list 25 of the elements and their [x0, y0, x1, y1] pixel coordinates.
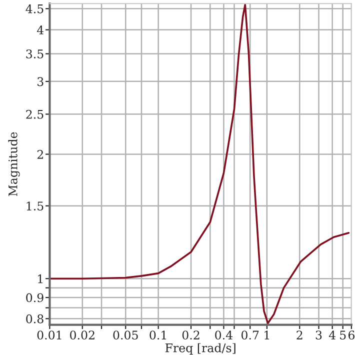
y-tick-label: 3.5: [26, 49, 44, 58]
y-tick-label: 0.8: [26, 314, 44, 324]
y-tick-label: 1.5: [26, 202, 44, 210]
y-tick-label: 0.9: [26, 293, 44, 302]
y-tick-label: 3: [38, 77, 44, 86]
x-tick-label: 0.05: [113, 330, 138, 340]
x-tick-label: 6: [348, 330, 354, 340]
x-tick-label: 0.02: [70, 330, 94, 340]
x-tick-label: 5: [340, 330, 346, 340]
x-tick-label: 2: [296, 330, 302, 340]
x-axis-title: Freq [rad/s]: [165, 343, 236, 355]
x-tick-label: 4: [328, 330, 336, 340]
y-tick-label: 2.5: [26, 110, 44, 119]
y-tick-label: 4.5: [26, 4, 44, 14]
y-tick-label: 1: [38, 274, 42, 284]
x-tick-label: 1: [264, 330, 270, 340]
x-tick-label: 0.01: [37, 330, 62, 340]
y-tick-label: 4: [36, 26, 44, 34]
x-tick-label: 0.4: [215, 330, 232, 340]
x-tick-label: 0.1: [150, 330, 166, 340]
y-axis-title: Magnitude: [8, 132, 20, 196]
x-tick-label: 3: [316, 330, 322, 340]
x-tick-label: 0.7: [241, 330, 259, 340]
y-tick-label: 2: [37, 150, 43, 159]
x-tick-label: 0.2: [182, 330, 200, 340]
